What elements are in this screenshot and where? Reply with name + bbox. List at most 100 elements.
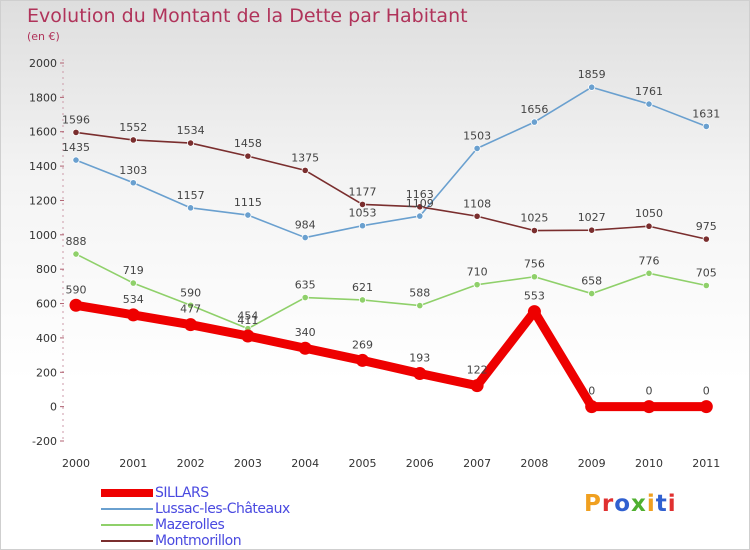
data-point [527, 305, 541, 319]
axes: -200020040060080010001200140016001800200… [29, 57, 720, 470]
logo-letter: P [584, 491, 602, 517]
data-label: 1631 [692, 107, 720, 120]
data-point [702, 281, 710, 290]
data-point [585, 400, 599, 414]
data-point [702, 122, 710, 131]
data-label: 0 [646, 385, 653, 398]
y-tick-label: 1800 [29, 91, 57, 104]
data-label: 658 [581, 275, 602, 288]
x-tick-label: 2004 [291, 457, 319, 470]
data-point [301, 293, 309, 302]
data-point [473, 212, 481, 220]
data-labels: 1435 1303 1157 1115 984 1053 1109 1503 1656 1859 1… [62, 68, 720, 397]
data-label: 193 [409, 351, 430, 364]
data-point [358, 200, 367, 209]
data-point [473, 281, 481, 289]
data-point [184, 318, 198, 332]
data-point [244, 152, 252, 160]
y-tick-label: 400 [36, 332, 57, 345]
data-point [416, 203, 424, 211]
data-label: 1552 [119, 121, 147, 134]
data-label: 1027 [578, 211, 606, 224]
data-label: 719 [123, 264, 144, 277]
data-point [301, 233, 309, 242]
x-tick-label: 2009 [578, 457, 606, 470]
y-tick-label: 800 [36, 263, 57, 276]
data-label: 1157 [177, 189, 205, 202]
data-point [645, 269, 653, 277]
x-tick-label: 2007 [463, 457, 491, 470]
series-line-mazerolles [75, 253, 708, 330]
data-label: 411 [237, 314, 258, 327]
data-label: 1435 [62, 141, 90, 154]
data-label: 534 [123, 293, 144, 306]
data-label: 590 [180, 286, 201, 299]
data-label: 588 [409, 287, 430, 300]
series-line-sillars [71, 300, 711, 412]
data-point [72, 156, 80, 164]
legend-swatch [101, 508, 153, 510]
logo-letter: i [646, 491, 656, 517]
data-label: 1375 [291, 151, 319, 164]
data-label: 1859 [578, 68, 606, 81]
data-point [358, 222, 367, 230]
series-lines [69, 83, 713, 414]
data-point [129, 179, 137, 187]
data-point [187, 301, 195, 309]
data-point [301, 166, 309, 174]
logo-letter: i [667, 491, 677, 517]
chart-title: Evolution du Montant de la Dette par Hab… [27, 5, 468, 27]
x-tick-label: 2001 [119, 457, 147, 470]
data-point [72, 128, 80, 137]
chart-unit: (en €) [27, 30, 60, 43]
data-point [702, 235, 710, 243]
x-tick-label: 2003 [234, 457, 262, 470]
data-point [187, 139, 195, 147]
data-point [69, 298, 83, 312]
y-tick-label: 200 [36, 366, 57, 379]
data-label: 0 [588, 385, 595, 398]
legend-label: Montmorillon [155, 533, 242, 549]
x-tick-label: 2005 [349, 457, 377, 470]
data-point [642, 400, 656, 414]
data-label: 0 [703, 385, 710, 398]
data-label: 1458 [234, 137, 262, 150]
y-tick-label: 1400 [29, 160, 57, 173]
y-tick-label: 2000 [29, 57, 57, 70]
y-tick-label: 600 [36, 298, 57, 311]
y-tick-label: 1000 [29, 229, 57, 242]
data-label: 710 [467, 266, 488, 279]
x-tick-label: 2010 [635, 457, 663, 470]
data-label: 1656 [520, 103, 548, 116]
x-tick-label: 2011 [692, 457, 720, 470]
data-label: 975 [696, 220, 717, 233]
data-point [187, 204, 195, 212]
data-label: 122 [467, 364, 488, 377]
x-tick-label: 2002 [177, 457, 205, 470]
data-point [298, 341, 312, 355]
data-label: 1050 [635, 207, 663, 220]
data-label: 1761 [635, 85, 663, 98]
x-tick-label: 2008 [520, 457, 548, 470]
data-point [588, 226, 596, 234]
data-point [530, 118, 539, 126]
legend-label: SILLARS [155, 485, 209, 501]
x-tick-label: 2000 [62, 457, 90, 470]
data-point [470, 379, 484, 393]
legend-label: Lussac-les-Châteaux [155, 501, 290, 517]
legend-swatch [101, 524, 153, 526]
data-label: 454 [237, 310, 258, 323]
data-label: 553 [524, 290, 545, 303]
data-point [241, 329, 255, 343]
data-point [473, 144, 481, 152]
data-point [72, 250, 80, 258]
logo-letter: x [631, 491, 647, 517]
data-label: 776 [639, 254, 660, 267]
data-label: 477 [180, 303, 201, 316]
data-label: 1109 [406, 197, 434, 210]
data-label: 756 [524, 258, 545, 271]
data-point [413, 366, 427, 380]
data-label: 1025 [520, 212, 548, 225]
data-point [588, 289, 596, 298]
data-label: 1534 [177, 124, 205, 137]
